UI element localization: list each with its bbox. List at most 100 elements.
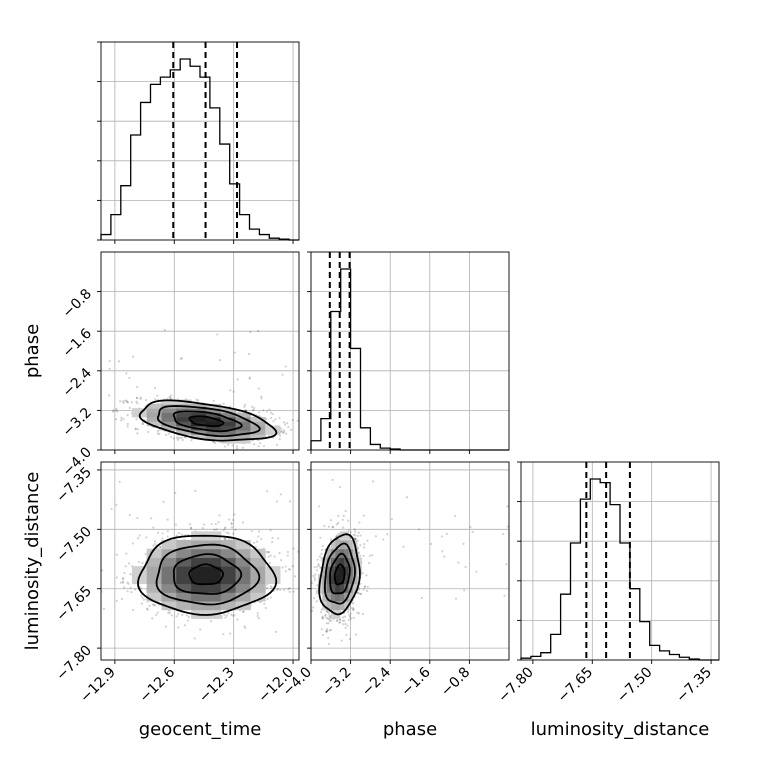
scatter-point xyxy=(161,537,164,540)
density-cell xyxy=(339,557,345,567)
scatter-point xyxy=(253,541,256,544)
scatter-point xyxy=(361,571,364,575)
scatter-point xyxy=(236,618,239,621)
scatter-point xyxy=(317,505,320,508)
scatter-point xyxy=(123,586,126,589)
scatter-point xyxy=(179,436,182,440)
scatter-point xyxy=(382,538,385,541)
scatter-point xyxy=(222,402,225,405)
scatter-point xyxy=(357,531,360,534)
scatter-point xyxy=(358,612,361,615)
density-cell xyxy=(205,574,222,585)
scatter-point xyxy=(325,630,329,633)
density-cell xyxy=(235,421,251,427)
scatter-point xyxy=(166,530,169,533)
scatter-point xyxy=(153,604,157,607)
density-cell xyxy=(146,403,163,409)
scatter-point xyxy=(181,613,184,617)
scatter-point xyxy=(233,351,236,354)
density-cell xyxy=(191,416,207,422)
scatter-point xyxy=(243,405,246,408)
density-cell xyxy=(191,408,207,414)
scatter-point xyxy=(258,530,261,533)
density-cell xyxy=(191,557,207,567)
scatter-point xyxy=(284,423,287,426)
scatter-point xyxy=(121,577,124,580)
scatter-point xyxy=(353,530,357,533)
scatter-point xyxy=(249,331,252,334)
scatter-point xyxy=(337,532,340,535)
density-cell xyxy=(176,540,192,550)
scatter-point xyxy=(272,420,275,423)
scatter-point xyxy=(216,333,219,336)
scatter-point xyxy=(136,402,139,405)
density-cell xyxy=(335,566,341,576)
x-tick-label: −12.6 xyxy=(137,664,179,706)
scatter-point xyxy=(262,445,266,448)
scatter-point xyxy=(174,523,178,526)
scatter-point xyxy=(353,537,356,541)
scatter-point xyxy=(166,535,169,538)
density-cell xyxy=(235,412,251,418)
scatter-point xyxy=(282,431,285,435)
contour-1 xyxy=(172,410,243,433)
scatter-point xyxy=(321,544,324,548)
scatter-point xyxy=(229,389,232,392)
scatter-point xyxy=(357,588,361,591)
scatter-point xyxy=(189,526,193,529)
scatter-point xyxy=(136,428,140,431)
scatter-point xyxy=(233,513,236,516)
scatter-point xyxy=(126,425,129,428)
density-cell xyxy=(344,548,349,558)
scatter-point xyxy=(303,549,305,551)
density-cell xyxy=(176,592,192,602)
scatter-point xyxy=(352,533,355,537)
scatter-point xyxy=(134,427,137,430)
scatter-point xyxy=(126,422,129,426)
scatter-point xyxy=(166,397,169,400)
density-cell xyxy=(348,574,354,585)
scatter-point xyxy=(120,597,124,601)
scatter-point xyxy=(130,401,133,404)
scatter-point xyxy=(231,614,234,617)
density-cell xyxy=(250,592,266,602)
scatter-point xyxy=(315,565,319,568)
x-tick-label: −3.2 xyxy=(319,664,354,699)
density-cell xyxy=(330,540,336,550)
scatter-point xyxy=(268,408,271,411)
scatter-point xyxy=(292,590,295,593)
scatter-point xyxy=(235,447,239,450)
scatter-point xyxy=(346,610,350,613)
density-cell xyxy=(335,600,341,611)
pair-panel-phase-luminosity_distance: −4.0 −3.2 −2.4 −1.6 −0.8 xyxy=(280,461,510,700)
scatter-point xyxy=(326,628,329,631)
scatter-point xyxy=(260,397,263,400)
y-tick-label: −7.80 xyxy=(53,642,95,684)
scatter-point xyxy=(215,528,218,531)
density-cell xyxy=(146,583,163,593)
scatter-point xyxy=(341,526,345,529)
scatter-point xyxy=(190,439,193,442)
scatter-point xyxy=(330,538,333,541)
scatter-point xyxy=(123,571,126,575)
hist-panel-geocent_time xyxy=(97,41,300,244)
scatter-point xyxy=(315,569,318,572)
scatter-point xyxy=(257,617,261,620)
scatter-point xyxy=(136,516,139,520)
scatter-point xyxy=(166,518,169,521)
scatter-point xyxy=(118,480,121,484)
scatter-point xyxy=(316,558,319,561)
scatter-point xyxy=(256,614,259,618)
scatter-point xyxy=(325,630,328,633)
x-tick-label: −12.9 xyxy=(77,664,119,706)
scatter-point xyxy=(288,568,292,571)
scatter-point xyxy=(115,418,118,421)
scatter-point xyxy=(362,588,365,591)
scatter-point xyxy=(232,518,235,522)
density-cell xyxy=(352,548,358,558)
scatter-point xyxy=(254,545,257,549)
scatter-point xyxy=(188,452,190,454)
density-cell xyxy=(235,430,251,435)
scatter-point xyxy=(248,377,251,380)
